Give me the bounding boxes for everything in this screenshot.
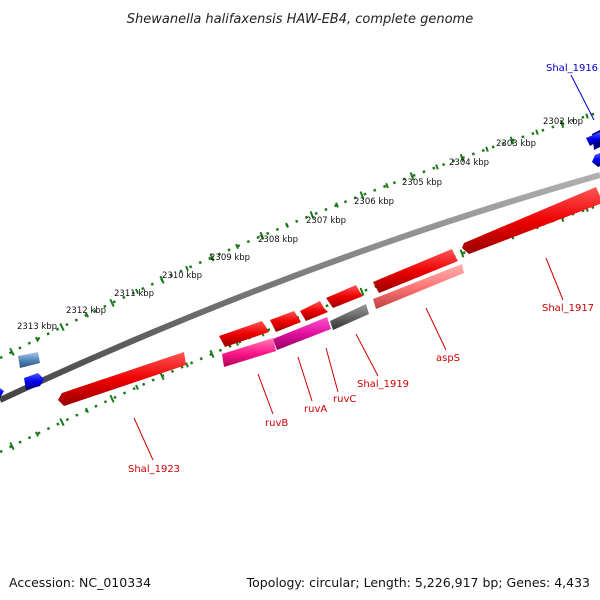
tick-mark <box>509 136 515 145</box>
gene-arrow[interactable] <box>300 301 328 321</box>
leader-asps <box>425 307 447 351</box>
tick-mark <box>9 347 15 356</box>
gene-arrow[interactable] <box>222 338 276 367</box>
tick-mark <box>435 164 439 170</box>
tick-mark <box>285 222 289 229</box>
accession-text: Accession: NC_010334 <box>9 575 152 590</box>
genome-backbone <box>0 172 600 403</box>
tick-mark <box>85 407 89 414</box>
tick-marks <box>9 113 589 451</box>
gene-label-asps[interactable]: aspS <box>436 353 460 364</box>
tick-label: 2309 kbp <box>210 253 250 263</box>
tick-label: 2307 kbp <box>306 216 346 226</box>
tick-mark <box>459 153 465 163</box>
tick-label: 2308 kbp <box>258 235 298 245</box>
tick-mark <box>135 288 139 294</box>
tick-mark <box>359 287 365 296</box>
gene-arrow[interactable] <box>219 321 269 347</box>
tick-mark <box>235 243 239 250</box>
tick-mark <box>59 418 65 427</box>
tick-mark <box>185 362 189 368</box>
leader-ruva <box>297 356 313 402</box>
gene-label-shal-1923[interactable]: Shal_1923 <box>128 464 180 475</box>
tick-mark <box>535 129 539 135</box>
tick-mark <box>359 191 365 200</box>
gene-arrow[interactable] <box>373 264 464 309</box>
leader-shal-1916 <box>570 74 595 121</box>
map-title: Shewanella halifaxensis HAW-EB4, complet… <box>127 12 473 27</box>
gene-labels: Shal_1916 Shal_1917 aspS Shal_1919 ruvC … <box>128 63 598 475</box>
gene-arrow[interactable] <box>270 311 301 332</box>
gene-arrow[interactable] <box>462 187 600 254</box>
tick-mark <box>59 322 65 332</box>
tick-mark <box>559 119 565 129</box>
tick-mark <box>109 394 115 403</box>
tick-mark <box>34 336 40 343</box>
inner-strand-genes <box>0 153 600 406</box>
tick-label: 2303 kbp <box>496 139 536 149</box>
tick-label: 2304 kbp <box>449 158 489 168</box>
gene-arrow[interactable] <box>330 304 369 330</box>
leader-shal-1917 <box>545 257 564 301</box>
gene-label-ruvc[interactable]: ruvC <box>333 394 356 405</box>
tick-mark <box>109 298 115 308</box>
gene-label-shal-1917[interactable]: Shal_1917 <box>542 303 594 314</box>
tick-mark <box>585 113 589 119</box>
gene-arrow[interactable] <box>18 352 40 368</box>
tick-mark <box>259 231 265 240</box>
gene-arrow[interactable] <box>58 352 186 406</box>
gene-label-shal-1916[interactable]: Shal_1916 <box>546 63 598 74</box>
tick-mark <box>485 146 489 152</box>
tick-mark <box>209 253 215 262</box>
tick-mark <box>459 249 465 258</box>
tick-labels: 2302 kbp 2303 kbp 2304 kbp 2305 kbp 2306… <box>17 117 583 332</box>
gene-label-ruvb[interactable]: ruvB <box>265 418 288 429</box>
tick-label: 2313 kbp <box>17 322 57 332</box>
tick-mark <box>309 211 315 220</box>
tick-label: 2312 kbp <box>66 306 106 316</box>
gene-arrow[interactable] <box>0 388 4 398</box>
tick-label: 2311 kbp <box>114 289 154 299</box>
leader-ruvc <box>325 347 339 393</box>
tick-label: 2302 kbp <box>543 117 583 127</box>
tick-label: 2306 kbp <box>354 197 394 207</box>
tick-mark <box>159 371 165 381</box>
tick-label: 2310 kbp <box>162 271 202 281</box>
leader-ruvb <box>257 373 274 415</box>
tick-mark <box>35 431 39 437</box>
tick-mark <box>85 312 89 318</box>
label-leaders <box>133 74 595 461</box>
outer-strand-genes <box>18 130 600 368</box>
gene-arrow[interactable] <box>326 285 363 308</box>
tick-mark <box>159 275 165 284</box>
leader-shal-1923 <box>133 417 154 461</box>
gene-arrow[interactable] <box>273 317 331 350</box>
tick-mark <box>409 172 415 181</box>
tick-mark <box>385 182 389 189</box>
tick-mark <box>209 349 215 359</box>
gene-arrow[interactable] <box>24 373 44 390</box>
gene-label-ruva[interactable]: ruvA <box>304 404 327 415</box>
gene-arrow[interactable] <box>592 153 600 167</box>
tick-mark <box>135 384 139 391</box>
topology-summary: Topology: circular; Length: 5,226,917 bp… <box>246 575 590 590</box>
tick-mark <box>335 202 339 208</box>
gene-arrow[interactable] <box>586 132 600 146</box>
leader-shal-1919 <box>355 333 379 377</box>
gene-label-shal-1919[interactable]: Shal_1919 <box>357 379 409 390</box>
tick-label: 2305 kbp <box>402 178 442 188</box>
tick-mark <box>185 265 189 272</box>
tick-mark <box>9 442 15 451</box>
gene-arrow[interactable] <box>373 249 458 293</box>
